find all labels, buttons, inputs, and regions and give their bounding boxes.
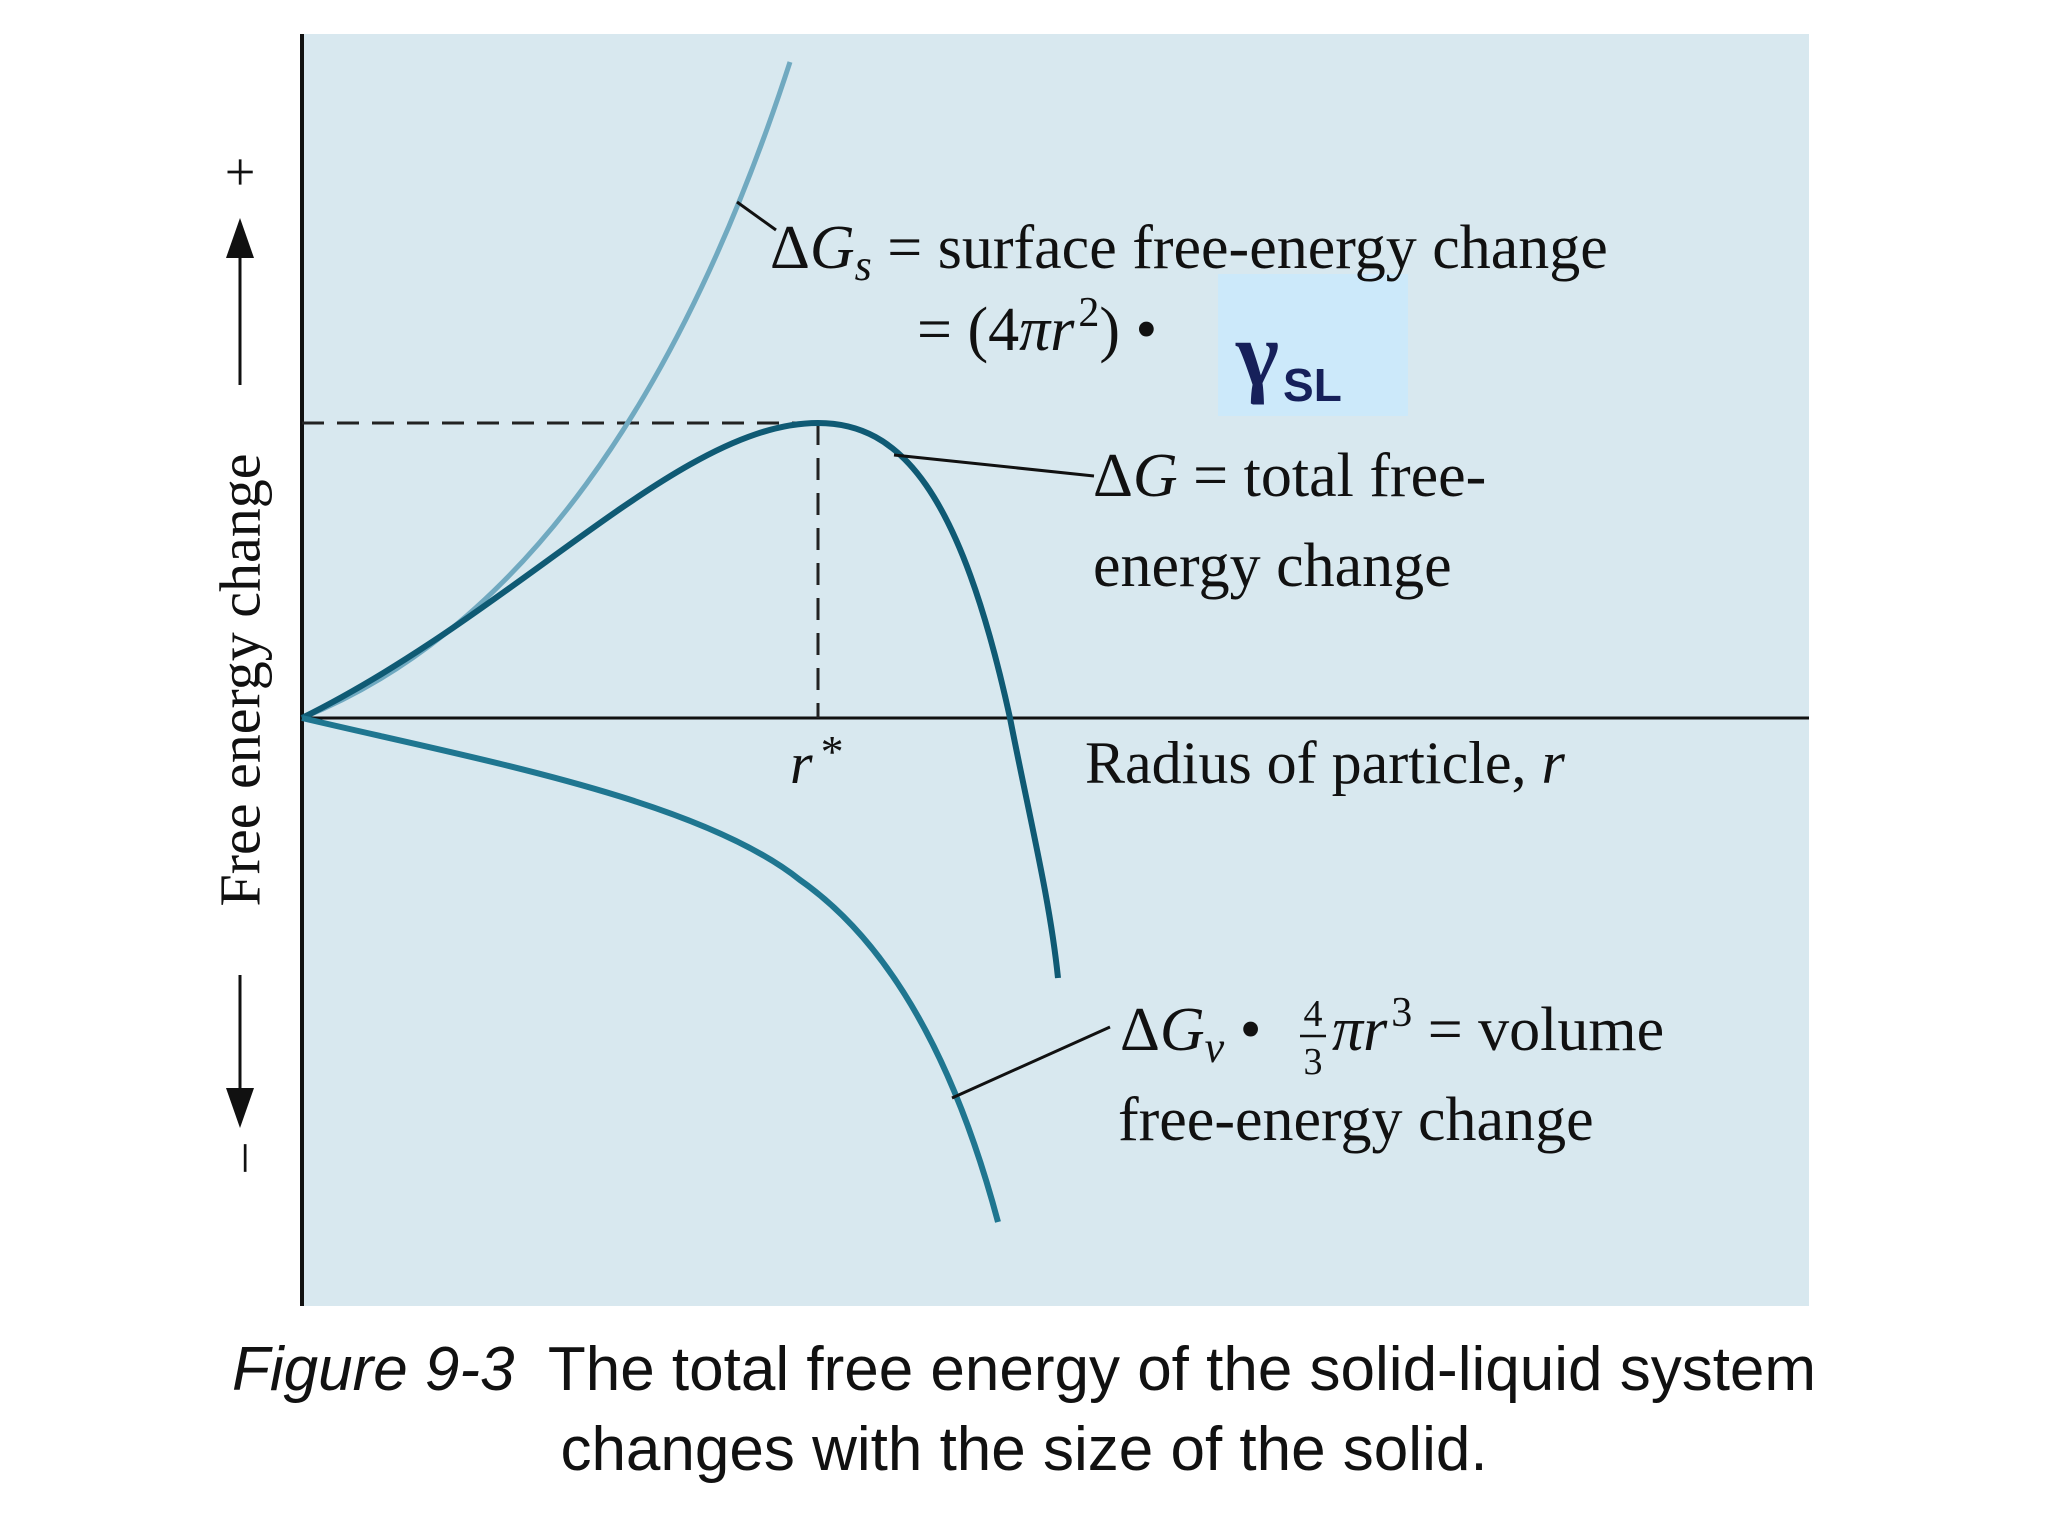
y-axis-minus: – bbox=[210, 1144, 270, 1173]
volume-exp: 3 bbox=[1391, 990, 1412, 1036]
arrow-down-icon bbox=[226, 1088, 254, 1128]
volume-label-line1: ΔGv • bbox=[1120, 996, 1261, 1072]
volume-pi: π bbox=[1332, 996, 1365, 1064]
volume-label-line1b: πr3 = volume bbox=[1332, 990, 1664, 1064]
r-star-var: r bbox=[790, 731, 813, 796]
diagram-panel bbox=[302, 34, 1809, 1306]
volume-frac-num: 4 bbox=[1304, 993, 1323, 1035]
surface-sub: s bbox=[855, 241, 872, 290]
y-axis-plus: + bbox=[210, 157, 270, 187]
volume-label-line2: free-energy change bbox=[1118, 1086, 1594, 1154]
volume-delta: Δ bbox=[1120, 996, 1160, 1064]
arrow-up-icon bbox=[226, 218, 254, 258]
surface-exp: 2 bbox=[1078, 290, 1099, 336]
surface-label-line2: = (4πr2) • bbox=[917, 290, 1157, 364]
surface-G: G bbox=[810, 214, 855, 282]
volume-G: G bbox=[1160, 996, 1205, 1064]
volume-energy-curve bbox=[301, 715, 1001, 1223]
surface-energy-curve bbox=[301, 61, 793, 721]
surface-rest: = surface free-energy change bbox=[872, 214, 1608, 282]
r-star-sup: * bbox=[821, 726, 844, 777]
total-label-line1: ΔG = total free- bbox=[1093, 442, 1486, 510]
total-label-line2: energy change bbox=[1093, 532, 1452, 600]
y-axis-label: Free energy change bbox=[208, 453, 273, 906]
caption-line-1: Figure 9-3 The total free energy of the … bbox=[0, 1330, 2048, 1410]
gamma-highlight-box bbox=[1218, 274, 1408, 416]
volume-rest: = volume bbox=[1412, 996, 1664, 1064]
volume-energy-label: ΔGv • 4 3 πr3 = volume free-energy chang… bbox=[1118, 990, 1664, 1154]
x-axis-variable: r bbox=[1542, 730, 1566, 796]
total-delta: Δ bbox=[1093, 442, 1133, 510]
total-G: G bbox=[1133, 442, 1178, 510]
surface-pi: π bbox=[1019, 296, 1052, 364]
caption-figure-number: Figure 9-3 bbox=[231, 1335, 515, 1404]
surface-energy-label: ΔGs = surface free-energy change = (4πr2… bbox=[770, 214, 1608, 411]
surface-label-leader bbox=[736, 200, 777, 232]
gamma-symbol: γSL bbox=[1235, 303, 1342, 411]
volume-frac-den: 3 bbox=[1304, 1041, 1323, 1083]
r-star-label: r * bbox=[790, 726, 844, 796]
x-axis-label: Radius of particle, r bbox=[1085, 730, 1566, 796]
surface-r: r bbox=[1050, 296, 1075, 364]
surface-line2-prefix: = (4 bbox=[917, 296, 1019, 364]
volume-r: r bbox=[1363, 996, 1388, 1064]
total-label-leader bbox=[893, 453, 1095, 478]
total-rest: = total free- bbox=[1178, 442, 1487, 510]
gamma-char: γ bbox=[1235, 303, 1279, 405]
gamma-sub: SL bbox=[1283, 359, 1342, 411]
surface-line2-suffix: ) • bbox=[1099, 296, 1157, 364]
total-energy-label: ΔG = total free- energy change bbox=[1093, 442, 1486, 600]
y-axis-decorations: + – Free energy change bbox=[208, 157, 273, 1173]
figure-caption: Figure 9-3 The total free energy of the … bbox=[0, 1330, 2048, 1490]
x-axis-label-text: Radius of particle, bbox=[1085, 730, 1542, 796]
total-energy-curve bbox=[300, 419, 1061, 979]
caption-line1-text: The total free energy of the solid-liqui… bbox=[514, 1335, 1817, 1404]
volume-sub: v bbox=[1205, 1023, 1225, 1072]
volume-label-leader bbox=[951, 1025, 1111, 1100]
caption-line-2: changes with the size of the solid. bbox=[560, 1415, 1488, 1484]
volume-bullet: • bbox=[1224, 996, 1261, 1064]
surface-label-line1: ΔGs = surface free-energy change bbox=[770, 214, 1608, 290]
surface-delta: Δ bbox=[770, 214, 810, 282]
